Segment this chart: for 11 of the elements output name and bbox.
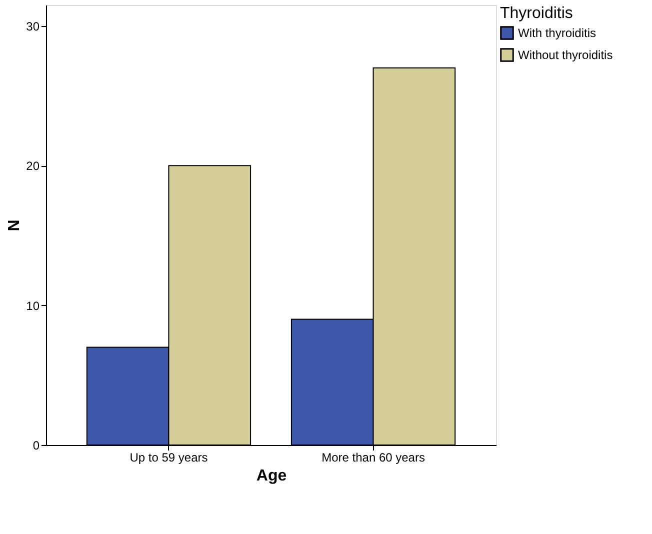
y-tick-label: 10 (26, 298, 40, 313)
legend-title: Thyroiditis (500, 5, 573, 22)
y-tick-label: 30 (26, 19, 40, 34)
x-tick-label: Up to 59 years (130, 450, 208, 464)
y-axis-title: N (6, 220, 24, 232)
x-axis-title: Age (256, 468, 287, 484)
y-tick-label: 0 (32, 438, 40, 452)
y-tick-label: 20 (26, 159, 40, 174)
x-tick-label: More than 60 years (322, 450, 425, 464)
legend-label: Without thyroiditis (518, 48, 613, 62)
legend-label: With thyroiditis (518, 26, 596, 40)
